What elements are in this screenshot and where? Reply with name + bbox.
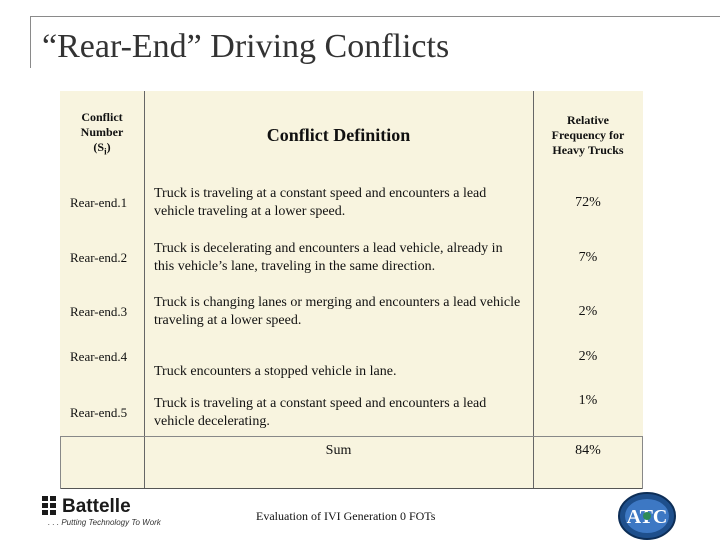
row-3-number: Rear-end.3 [70,304,128,319]
battelle-wordmark: Battelle [62,496,131,517]
battelle-tagline: . . . Putting Technology To Work [48,518,162,527]
row-1-number: Rear-end.1 [70,195,128,210]
row-4-definition: Truck encounters a stopped vehicle in la… [154,364,397,379]
footer-text: Evaluation of IVI Generation 0 FOTs [256,509,436,523]
battelle-logo-mark-icon: Battelle . . . Putting Technology To Wor… [42,496,162,527]
header-number-line-1: Conflict [81,110,123,125]
row-5-number: Rear-end.5 [70,404,128,420]
table-right-border [642,436,643,489]
row-2-frequency: 7% [578,250,598,265]
table-bottom-border [60,488,643,489]
sum-value: 84% [575,443,601,458]
row-5-definition: Truck is traveling at a constant speed a… [154,395,487,429]
title-bar: “Rear-End” Driving Conflicts [0,0,720,68]
column-divider-1 [144,91,145,489]
atc-seal-icon: ATC [618,492,676,540]
atc-logo: ATC [612,490,682,540]
row-1-frequency: 72% [575,195,601,210]
row-3-definition: Truck is changing lanes or merging and e… [154,295,521,328]
header-frequency-line-2: Frequency for [551,127,625,142]
title-frame-vertical-line [30,16,31,68]
row-3-frequency: 2% [578,304,598,319]
sum-row-top-border [60,436,643,437]
column-divider-2 [533,91,534,489]
title-frame-horizontal-line [30,16,720,17]
header-frequency-line-1: Relative [567,112,609,127]
table-left-border [60,436,61,489]
header-conflict-number: Conflict Number (Si) [60,91,144,179]
row-4-number: Rear-end.4 [70,349,128,364]
row-4-frequency: 2% [578,349,598,364]
header-number-line-2: Number [80,125,124,140]
header-frequency-line-3: Heavy Trucks [552,142,624,157]
row-2-number: Rear-end.2 [70,250,128,265]
header-number-line-3: (Si) [93,140,111,157]
row-5-frequency: 1% [578,393,598,408]
header-relative-frequency: Relative Frequency for Heavy Trucks [533,91,643,179]
sum-label: Sum [325,443,352,458]
row-2-definition: Truck is decelerating and encounters a l… [154,241,503,274]
slide-title: “Rear-End” Driving Conflicts [42,28,450,65]
conflicts-table: Conflict Number (Si) Conflict Definition… [60,91,643,489]
battelle-logo: Battelle . . . Putting Technology To Wor… [40,490,190,530]
header-conflict-definition: Conflict Definition [266,124,411,145]
row-1-definition: Truck is traveling at a constant speed a… [154,186,487,219]
